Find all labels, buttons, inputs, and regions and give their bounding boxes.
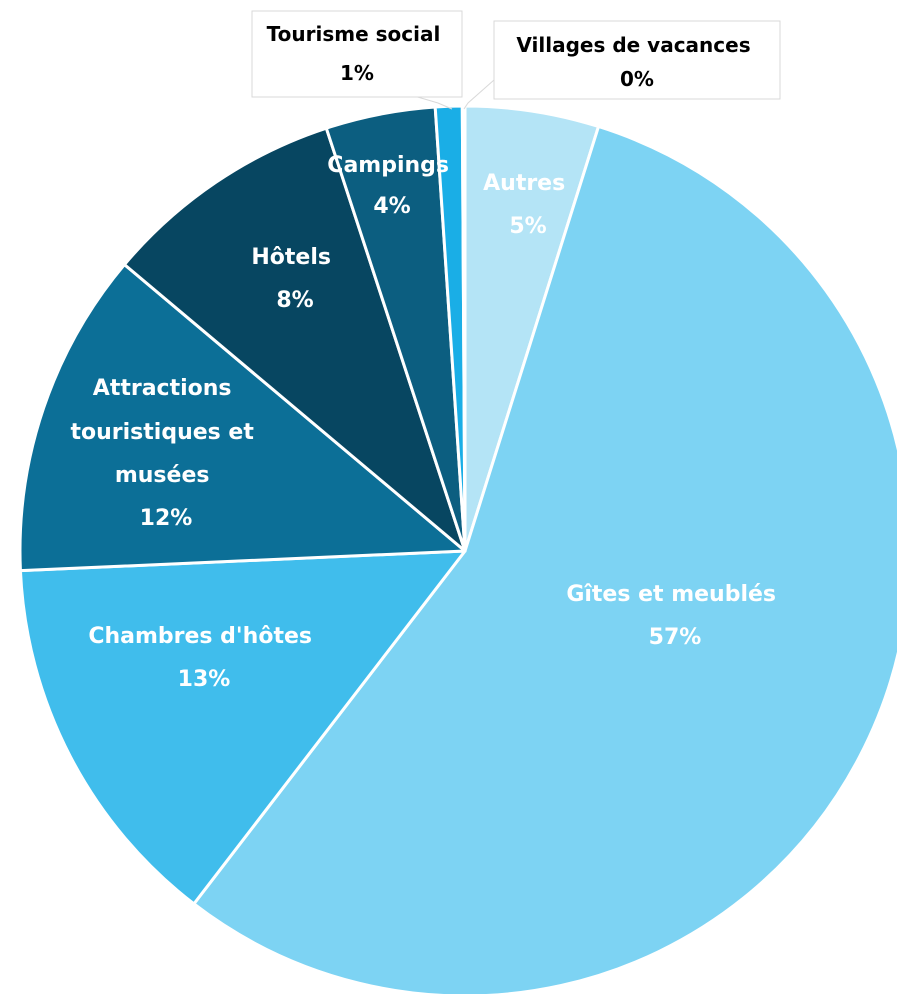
pie-slice-villages-de-vacances bbox=[460, 104, 467, 553]
callout-layer bbox=[251, 10, 781, 110]
label-tourisme-social: Tourisme social 1% bbox=[267, 22, 448, 85]
pie-slice-attractions-touristiques-et-musees bbox=[18, 263, 467, 573]
data-labels: Autres 5% Gîtes et meublés 57% Chambres … bbox=[70, 22, 783, 692]
label-hotels: Hôtels 8% bbox=[251, 245, 338, 313]
callout-box-villages-de-vacances bbox=[493, 20, 781, 100]
label-attractions-touristiques-et-musees: Attractions touristiques et musées 12% bbox=[70, 376, 261, 531]
pie-slice-chambres-d-hotes bbox=[18, 549, 467, 906]
label-gites-et-meubles: Gîtes et meublés 57% bbox=[566, 582, 783, 650]
pie-slice-hotels bbox=[122, 126, 467, 553]
pie-slices bbox=[18, 104, 897, 994]
label-campings: Campings 4% bbox=[327, 153, 456, 219]
label-chambres-d-hotes: Chambres d'hôtes 13% bbox=[88, 624, 319, 692]
leader-line-villages-de-vacances bbox=[463, 79, 495, 110]
label-villages-de-vacances: Villages de vacances 0% bbox=[516, 33, 757, 91]
callout-box-tourisme-social bbox=[251, 10, 463, 98]
pie-slice-gites-et-meubles bbox=[192, 125, 897, 994]
label-autres: Autres 5% bbox=[483, 171, 573, 239]
